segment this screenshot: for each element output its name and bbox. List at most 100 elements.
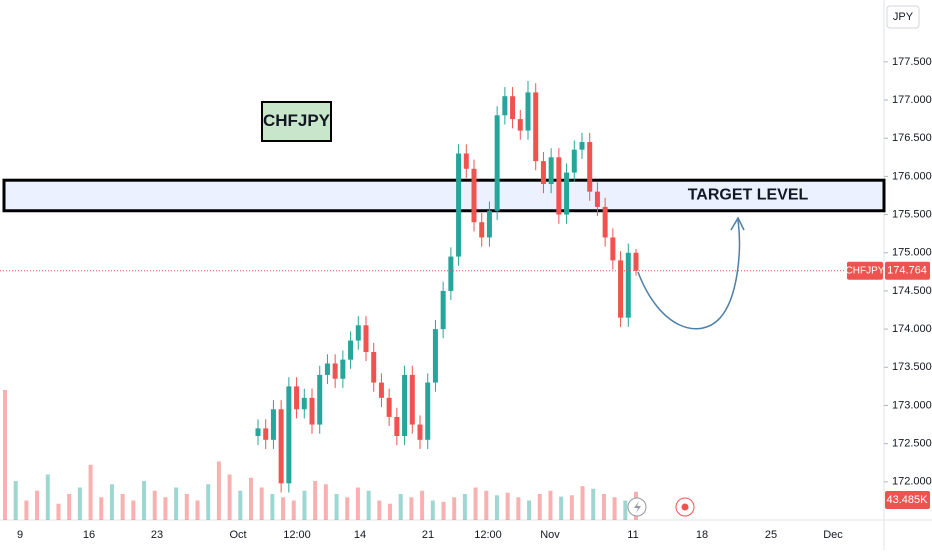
candle-body xyxy=(456,153,462,257)
volume-bar xyxy=(163,497,168,520)
x-tick-label: 18 xyxy=(696,529,708,541)
volume-bar xyxy=(227,474,232,520)
candle-body xyxy=(309,397,315,425)
candle-body xyxy=(286,386,292,484)
record-dot xyxy=(681,503,689,511)
volume-bar xyxy=(109,484,114,520)
last-volume-tag xyxy=(885,491,930,509)
volume-bar xyxy=(152,490,157,520)
volume-bar xyxy=(238,490,243,520)
y-tick-label: 173.000 xyxy=(892,399,932,411)
candle-body xyxy=(510,96,516,120)
volume-bar xyxy=(355,487,360,520)
volume-bar xyxy=(494,495,499,520)
y-tick-label: 176.000 xyxy=(892,170,932,182)
target-zone xyxy=(2,178,886,213)
candle-body xyxy=(355,325,361,341)
candle-body xyxy=(371,352,377,383)
candle-body xyxy=(332,363,338,379)
candle-body xyxy=(556,157,562,215)
candle-body xyxy=(618,260,624,318)
candle-body xyxy=(602,206,608,238)
currency-box[interactable] xyxy=(886,5,920,29)
volume-bar xyxy=(77,487,82,520)
symbol-label: CHFJPY xyxy=(263,111,331,130)
candle-body xyxy=(378,382,384,398)
candle-body xyxy=(270,409,276,440)
last-price-label: 174.764 xyxy=(887,265,927,277)
volume-bar xyxy=(291,500,296,520)
y-tick-label: 177.500 xyxy=(892,56,932,68)
symbol-tag xyxy=(847,261,883,280)
candle-body xyxy=(409,374,415,425)
candle-body xyxy=(594,191,600,207)
y-tick-label: 177.000 xyxy=(892,94,932,106)
volume-bar xyxy=(345,497,350,520)
volume-bar xyxy=(505,492,510,520)
candle-body xyxy=(571,149,577,173)
volume-bar xyxy=(184,494,189,520)
volume-bar xyxy=(195,500,200,520)
volume-bar xyxy=(67,494,72,520)
volume-bar xyxy=(313,481,318,520)
candle-body xyxy=(494,115,500,211)
candle-body xyxy=(432,329,438,383)
volume-bar xyxy=(302,490,307,520)
volume-bar xyxy=(88,464,93,520)
x-tick-label: 14 xyxy=(354,529,366,541)
volume-bar xyxy=(120,494,125,520)
candle-body xyxy=(417,424,423,440)
volume-bar xyxy=(601,494,606,520)
volume-bar xyxy=(56,503,61,520)
volume-bar xyxy=(623,500,628,520)
candle-body xyxy=(525,92,531,131)
x-tick-label: 12:00 xyxy=(283,529,311,541)
volume-bar xyxy=(591,488,596,520)
symbol-tag-label: CHFJPY xyxy=(846,265,885,276)
candle-body xyxy=(317,374,323,425)
volume-bar xyxy=(569,495,574,520)
volume-bar xyxy=(377,500,382,520)
candle-body xyxy=(294,386,300,410)
volume-bar xyxy=(612,497,617,520)
candle-body xyxy=(263,428,269,440)
candle-body xyxy=(394,416,400,437)
volume-bar xyxy=(99,497,104,520)
currency: JPY xyxy=(893,11,914,23)
volume-bar xyxy=(537,494,542,520)
volume-bar xyxy=(142,481,147,520)
volume-bar xyxy=(398,494,403,520)
candle-body xyxy=(363,325,369,353)
candle-body xyxy=(440,290,446,330)
x-tick-label: Nov xyxy=(540,529,560,541)
x-tick-label: 11 xyxy=(627,529,638,541)
target-label: TARGET LEVEL xyxy=(688,187,809,204)
candle-body xyxy=(471,168,477,223)
arrow-head xyxy=(730,216,745,231)
y-tick-label: 174.500 xyxy=(892,285,932,297)
volume-bar xyxy=(35,490,40,520)
candle-body xyxy=(502,96,508,116)
volume-bar xyxy=(441,501,446,520)
volume-bar xyxy=(420,490,425,520)
candle-body xyxy=(610,237,616,261)
candle-body xyxy=(324,363,330,375)
volume-bar xyxy=(527,500,532,520)
lightning-glyph xyxy=(634,501,641,513)
candle-body xyxy=(564,172,570,215)
y-tick-label: 173.500 xyxy=(892,361,932,373)
candle-body xyxy=(340,359,346,379)
y-tick-label: 175.500 xyxy=(892,208,932,220)
candle-body xyxy=(486,210,492,238)
candle-body xyxy=(348,340,354,360)
candle-body xyxy=(479,222,485,238)
volume-bar xyxy=(366,490,371,520)
projection-arrow xyxy=(637,219,741,330)
candle-body xyxy=(517,119,523,131)
candle-body xyxy=(625,252,631,318)
y-tick-label: 175.000 xyxy=(892,247,932,259)
y-tick-label: 174.000 xyxy=(892,323,932,335)
candle-body xyxy=(463,153,469,169)
y-tick-label: 172.000 xyxy=(892,476,932,488)
